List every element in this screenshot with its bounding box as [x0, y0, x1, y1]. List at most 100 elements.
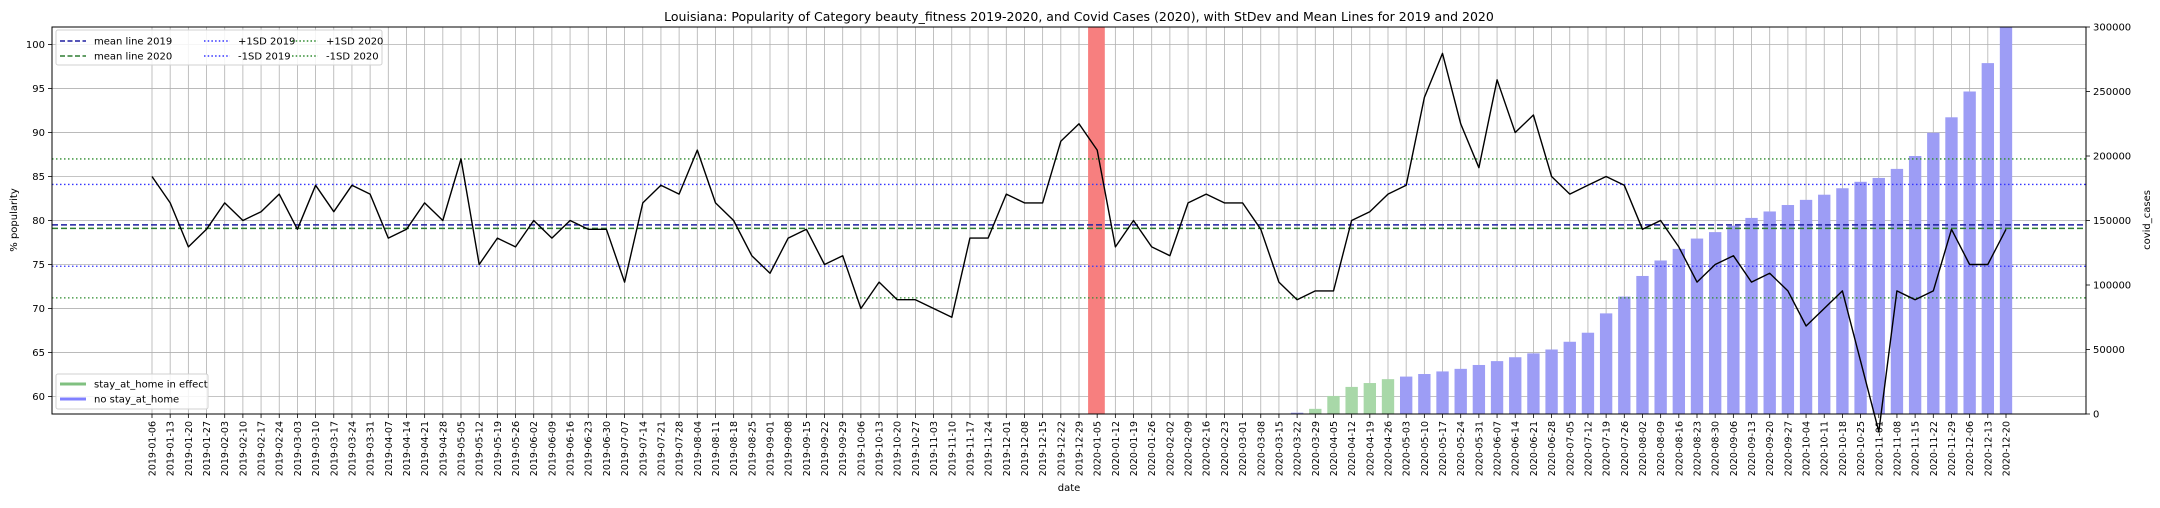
x-tick-label: 2020-08-09: [1656, 421, 1667, 476]
covid-bar: [1490, 361, 1504, 414]
x-tick-label: 2020-08-23: [1693, 421, 1704, 476]
x-tick-label: 2019-08-11: [711, 421, 722, 476]
covid-bar: [1836, 188, 1849, 414]
covid-bar: [1399, 376, 1413, 414]
y-tick-label: 100: [26, 40, 45, 51]
covid-bar: [1636, 275, 1649, 414]
x-tick-label: 2020-03-08: [1256, 421, 1267, 476]
covid-bar-stay-at-home: [1327, 395, 1340, 414]
y-tick-label: 95: [32, 84, 45, 95]
y2-tick-label: 250000: [2093, 87, 2131, 98]
covid-bar: [1799, 199, 1813, 414]
covid-bar: [1672, 248, 1686, 414]
legend-lines: mean line 2019 mean line 2020 +1SD 2019 -1S…: [55, 29, 383, 66]
x-tick-label: 2019-09-29: [838, 421, 849, 476]
y2-tick-label: 0: [2093, 410, 2099, 421]
covid-bar: [1418, 374, 1431, 414]
y-tick-label: 90: [32, 128, 45, 139]
x-tick-label: 2019-12-08: [1020, 421, 1031, 476]
x-tick-label: 2020-04-19: [1365, 421, 1376, 476]
x-tick-label: 2020-12-06: [1965, 421, 1976, 476]
x-tick-label: 2020-10-18: [1838, 421, 1849, 476]
y2-tick-label: 300000: [2093, 23, 2131, 34]
x-tick-label: 2019-10-06: [856, 421, 867, 476]
x-tick-label: 2019-08-25: [747, 421, 758, 476]
covid-bar: [1290, 412, 1304, 414]
y-tick-label: 70: [32, 304, 45, 315]
popularity-line: [151, 52, 2007, 433]
x-tick-label: 2019-11-03: [929, 421, 940, 476]
x-tick-label: 2020-06-14: [1511, 421, 1522, 476]
x-tick-label: 2020-11-01: [1874, 421, 1885, 476]
x-tick-label: 2020-07-12: [1583, 421, 1594, 476]
covid-bar-stay-at-home: [1345, 386, 1358, 414]
covid-bar-stay-at-home: [1309, 408, 1322, 414]
y2-tick-label: 100000: [2093, 281, 2131, 292]
x-tick-label: 2019-01-13: [166, 421, 177, 476]
y-tick-label: 60: [32, 392, 45, 403]
x-tick-label: 2020-11-29: [1947, 421, 1958, 476]
x-tick-label: 2020-11-08: [1892, 421, 1903, 476]
x-tick-label: 2020-03-01: [1238, 421, 1249, 476]
x-tick-label: 2020-12-20: [2002, 421, 2013, 476]
x-tick-label: 2019-02-24: [275, 421, 286, 476]
x-tick-label: 2020-02-02: [1165, 421, 1176, 476]
x-tick-label: 2020-12-13: [1983, 421, 1994, 476]
x-tick-label: 2020-07-26: [1620, 421, 1631, 476]
y-tick-label: 65: [32, 348, 45, 359]
chart-title: Louisiana: Popularity of Category beauty…: [664, 9, 1494, 24]
x-tick-label: 2019-10-27: [911, 421, 922, 476]
x-tick-label: 2019-09-15: [802, 421, 813, 476]
x-tick-label: 2020-02-23: [1220, 421, 1231, 476]
plot-area: 60 65 70 75 80 85 90 95 100 0 50000 100000 150000 200…: [26, 23, 2131, 477]
x-tick-label: 2019-02-03: [220, 421, 231, 476]
x-tick-label: 2019-12-22: [1056, 421, 1067, 476]
x-tick-label: 2019-03-03: [293, 421, 304, 476]
x-tick-label: 2020-03-22: [1293, 421, 1304, 476]
x-tick-label: 2019-09-22: [820, 421, 831, 476]
x-tick-label: 2019-06-23: [584, 421, 595, 476]
x-tick-label: 2019-11-24: [984, 421, 995, 476]
x-tick-label: 2019-02-17: [257, 421, 268, 476]
x-tick-label: 2019-07-28: [675, 421, 686, 476]
legend-line-label: +1SD 2019: [238, 37, 295, 48]
x-tick-label: 2019-01-20: [184, 421, 195, 476]
covid-bar: [1472, 364, 1486, 414]
y2-tick-label: 200000: [2093, 152, 2131, 163]
x-tick-label: 2019-05-12: [475, 421, 486, 476]
y-tick-label: 75: [32, 260, 45, 271]
x-tick-label: 2020-09-13: [1747, 421, 1758, 476]
x-tick-label: 2020-01-12: [1111, 421, 1122, 476]
x-tick-label: 2020-05-03: [1402, 421, 1413, 476]
x-tick-label: 2019-01-27: [202, 421, 213, 476]
x-tick-label: 2020-10-25: [1856, 421, 1867, 476]
x-tick-label: 2019-10-20: [893, 421, 904, 476]
x-tick-label: 2020-02-16: [1202, 421, 1213, 476]
x-tick-label: 2019-06-16: [566, 421, 577, 476]
x-tick-label: 2020-05-24: [1456, 421, 1467, 476]
x-tick-label: 2020-02-09: [1184, 421, 1195, 476]
x-tick-label: 2020-08-16: [1674, 421, 1685, 476]
covid-bar: [1945, 117, 1958, 415]
x-tick-label: 2020-09-20: [1765, 421, 1776, 476]
x-tick-label: 2019-05-26: [511, 421, 522, 476]
x-tick-label: 2020-01-05: [1093, 421, 1104, 476]
x-tick-label: 2019-12-01: [1002, 421, 1013, 476]
x-tick-label: 2020-04-26: [1384, 421, 1395, 476]
legend-bar-label: no stay_at_home: [94, 395, 179, 406]
covid-bar-stay-at-home: [1381, 379, 1395, 414]
covid-bar: [1872, 177, 1885, 414]
covid-bar: [1963, 91, 1976, 414]
x-tick-label: 2019-09-08: [784, 421, 795, 476]
x-tick-label: 2019-06-02: [529, 421, 540, 476]
x-tick-label: 2020-06-07: [1493, 421, 1504, 476]
covid-bar: [1654, 260, 1667, 414]
x-tick-label: 2019-04-07: [384, 421, 395, 476]
x-tick-label: 2019-08-04: [693, 421, 704, 476]
x-tick-label: 2019-03-17: [329, 421, 340, 476]
covid-bar: [1599, 313, 1613, 414]
x-tick-label: 2019-07-07: [620, 421, 631, 476]
legend-line-label: -1SD 2020: [326, 52, 379, 63]
legend-line-label: mean line 2019: [94, 37, 172, 48]
